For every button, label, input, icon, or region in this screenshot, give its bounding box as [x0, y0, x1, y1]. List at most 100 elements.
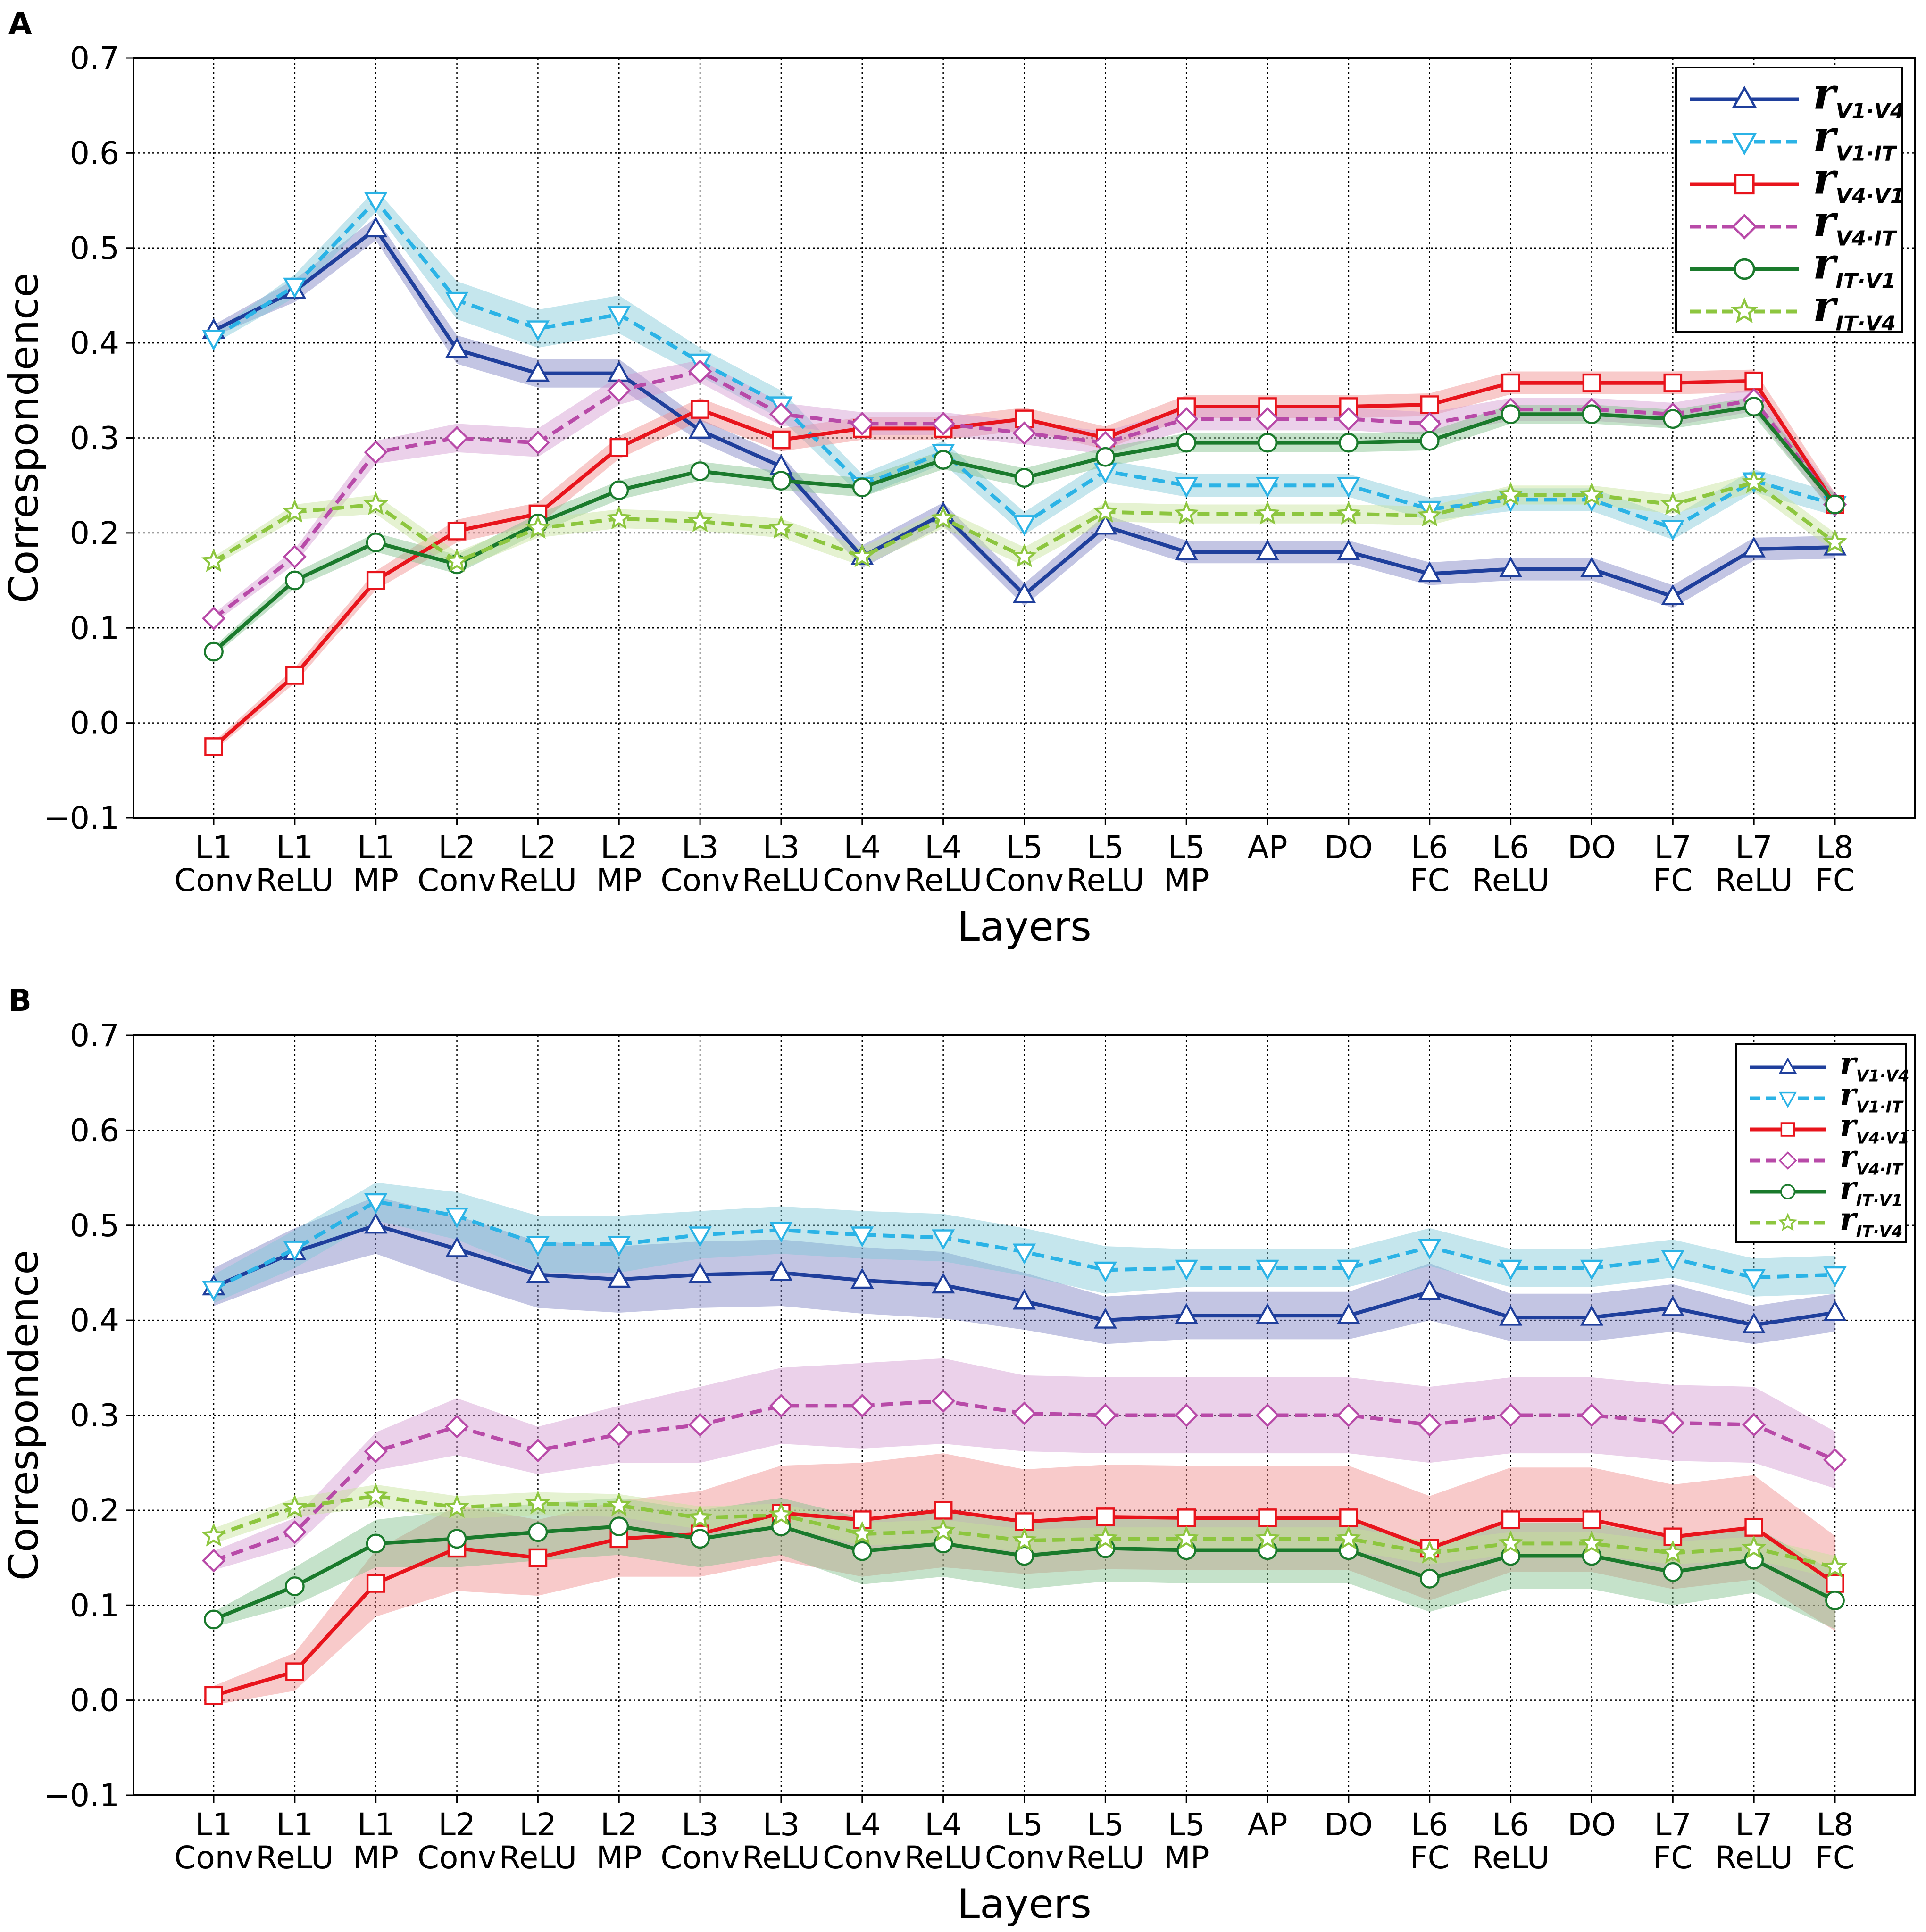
x-axis-title: Layers: [957, 1881, 1092, 1928]
data-point: [1093, 1307, 1117, 1329]
x-tick-label: L4: [925, 1807, 962, 1843]
x-tick-sublabel: Conv: [660, 1840, 739, 1876]
data-point: [445, 291, 469, 313]
legend-marker: [1780, 1184, 1796, 1199]
data-point: [1012, 582, 1036, 603]
data-point: [1661, 1295, 1684, 1316]
data-point: [1501, 1510, 1520, 1529]
data-point: [366, 1533, 386, 1554]
error-band-v4-v1: [214, 1453, 1835, 1705]
data-point: [1417, 502, 1442, 527]
data-point: [201, 606, 226, 631]
legend-subscript: IT·V4: [1835, 312, 1896, 336]
data-point: [1419, 1568, 1440, 1589]
data-point: [931, 505, 956, 530]
data-point: [204, 641, 224, 662]
data-point: [1823, 1266, 1847, 1287]
panel-a: A−0.10.00.10.20.30.40.50.60.7L1ConvL1ReL…: [0, 7, 1916, 950]
data-point: [1582, 404, 1602, 425]
data-point: [1499, 1305, 1523, 1326]
data-point: [1256, 539, 1279, 560]
series-line: [213, 1399, 1836, 1563]
y-tick-label: 0.3: [70, 420, 119, 457]
data-point: [1661, 520, 1684, 541]
x-tick-sublabel: ReLU: [256, 862, 334, 899]
data-point: [768, 515, 794, 539]
data-point: [283, 1520, 307, 1544]
data-point: [852, 477, 872, 498]
data-point: [1256, 477, 1279, 498]
data-point: [1417, 1540, 1442, 1564]
x-tick-label: L2: [438, 829, 475, 866]
data-point: [1015, 1512, 1034, 1531]
data-point: [283, 277, 307, 299]
y-axis-title: Correspondence: [0, 273, 48, 604]
series-it-v4: [201, 469, 1848, 572]
y-tick-label: 0.5: [70, 230, 119, 266]
data-point: [364, 1213, 388, 1234]
data-point: [528, 1522, 548, 1542]
data-point: [1742, 536, 1766, 558]
data-point: [1337, 477, 1360, 498]
data-point: [1580, 1305, 1604, 1326]
data-point: [204, 737, 223, 756]
data-point: [688, 1413, 712, 1437]
x-tick-label: L1: [195, 1807, 233, 1843]
data-point: [1096, 1507, 1115, 1526]
x-tick-label: L1: [195, 829, 233, 866]
data-point: [606, 505, 632, 530]
data-point: [768, 1502, 794, 1526]
legend-label: rV1·V4: [1813, 68, 1905, 124]
data-point: [932, 1273, 955, 1294]
data-point: [1825, 494, 1845, 515]
data-point: [366, 1574, 385, 1593]
data-point: [1742, 1413, 1766, 1437]
x-tick-label: L1: [357, 1807, 394, 1843]
legend-label: rIT·V1: [1840, 1169, 1903, 1210]
data-point: [201, 1549, 226, 1573]
data-point: [1744, 371, 1763, 391]
data-point: [1582, 1510, 1601, 1529]
data-point: [1579, 1530, 1604, 1554]
x-tick-label: L6: [1411, 1807, 1448, 1843]
data-point: [1175, 1259, 1198, 1281]
x-tick-label: L1: [357, 829, 394, 866]
data-point: [1175, 539, 1198, 560]
x-tick-sublabel: ReLU: [499, 1840, 577, 1876]
x-tick-sublabel: Conv: [823, 1840, 901, 1876]
y-tick-label: 0.3: [70, 1398, 119, 1434]
x-tick-sublabel: ReLU: [1067, 1840, 1144, 1876]
data-point: [1417, 1413, 1442, 1437]
data-point: [525, 515, 550, 539]
y-tick-label: 0.4: [70, 1302, 119, 1339]
data-point: [1336, 1403, 1361, 1427]
data-point: [931, 1518, 956, 1542]
x-tick-label: L2: [438, 1807, 475, 1843]
data-point: [202, 330, 225, 351]
data-point: [609, 480, 629, 500]
data-point: [282, 499, 308, 523]
data-point: [932, 1229, 955, 1250]
data-point: [1258, 433, 1277, 453]
data-point: [525, 1491, 550, 1515]
data-point: [526, 1236, 550, 1257]
data-point: [1498, 482, 1523, 506]
data-point: [366, 533, 386, 552]
y-tick-label: 0.6: [70, 135, 119, 171]
data-point: [1177, 1508, 1196, 1527]
data-point: [366, 571, 385, 590]
legend-subscript: V4·IT: [1856, 1160, 1904, 1179]
data-point: [526, 320, 550, 341]
x-tick-sublabel: FC: [1653, 1840, 1693, 1876]
x-tick-label: L7: [1654, 829, 1692, 866]
series-v1-it: [202, 1193, 1847, 1302]
data-point: [1014, 468, 1034, 488]
data-point: [1822, 529, 1848, 553]
data-point: [1336, 407, 1361, 431]
x-tick-label: L6: [1492, 829, 1529, 866]
series-v1-v4: [202, 216, 1847, 605]
legend-subscript: V4·IT: [1835, 227, 1897, 251]
data-point: [1336, 500, 1361, 525]
